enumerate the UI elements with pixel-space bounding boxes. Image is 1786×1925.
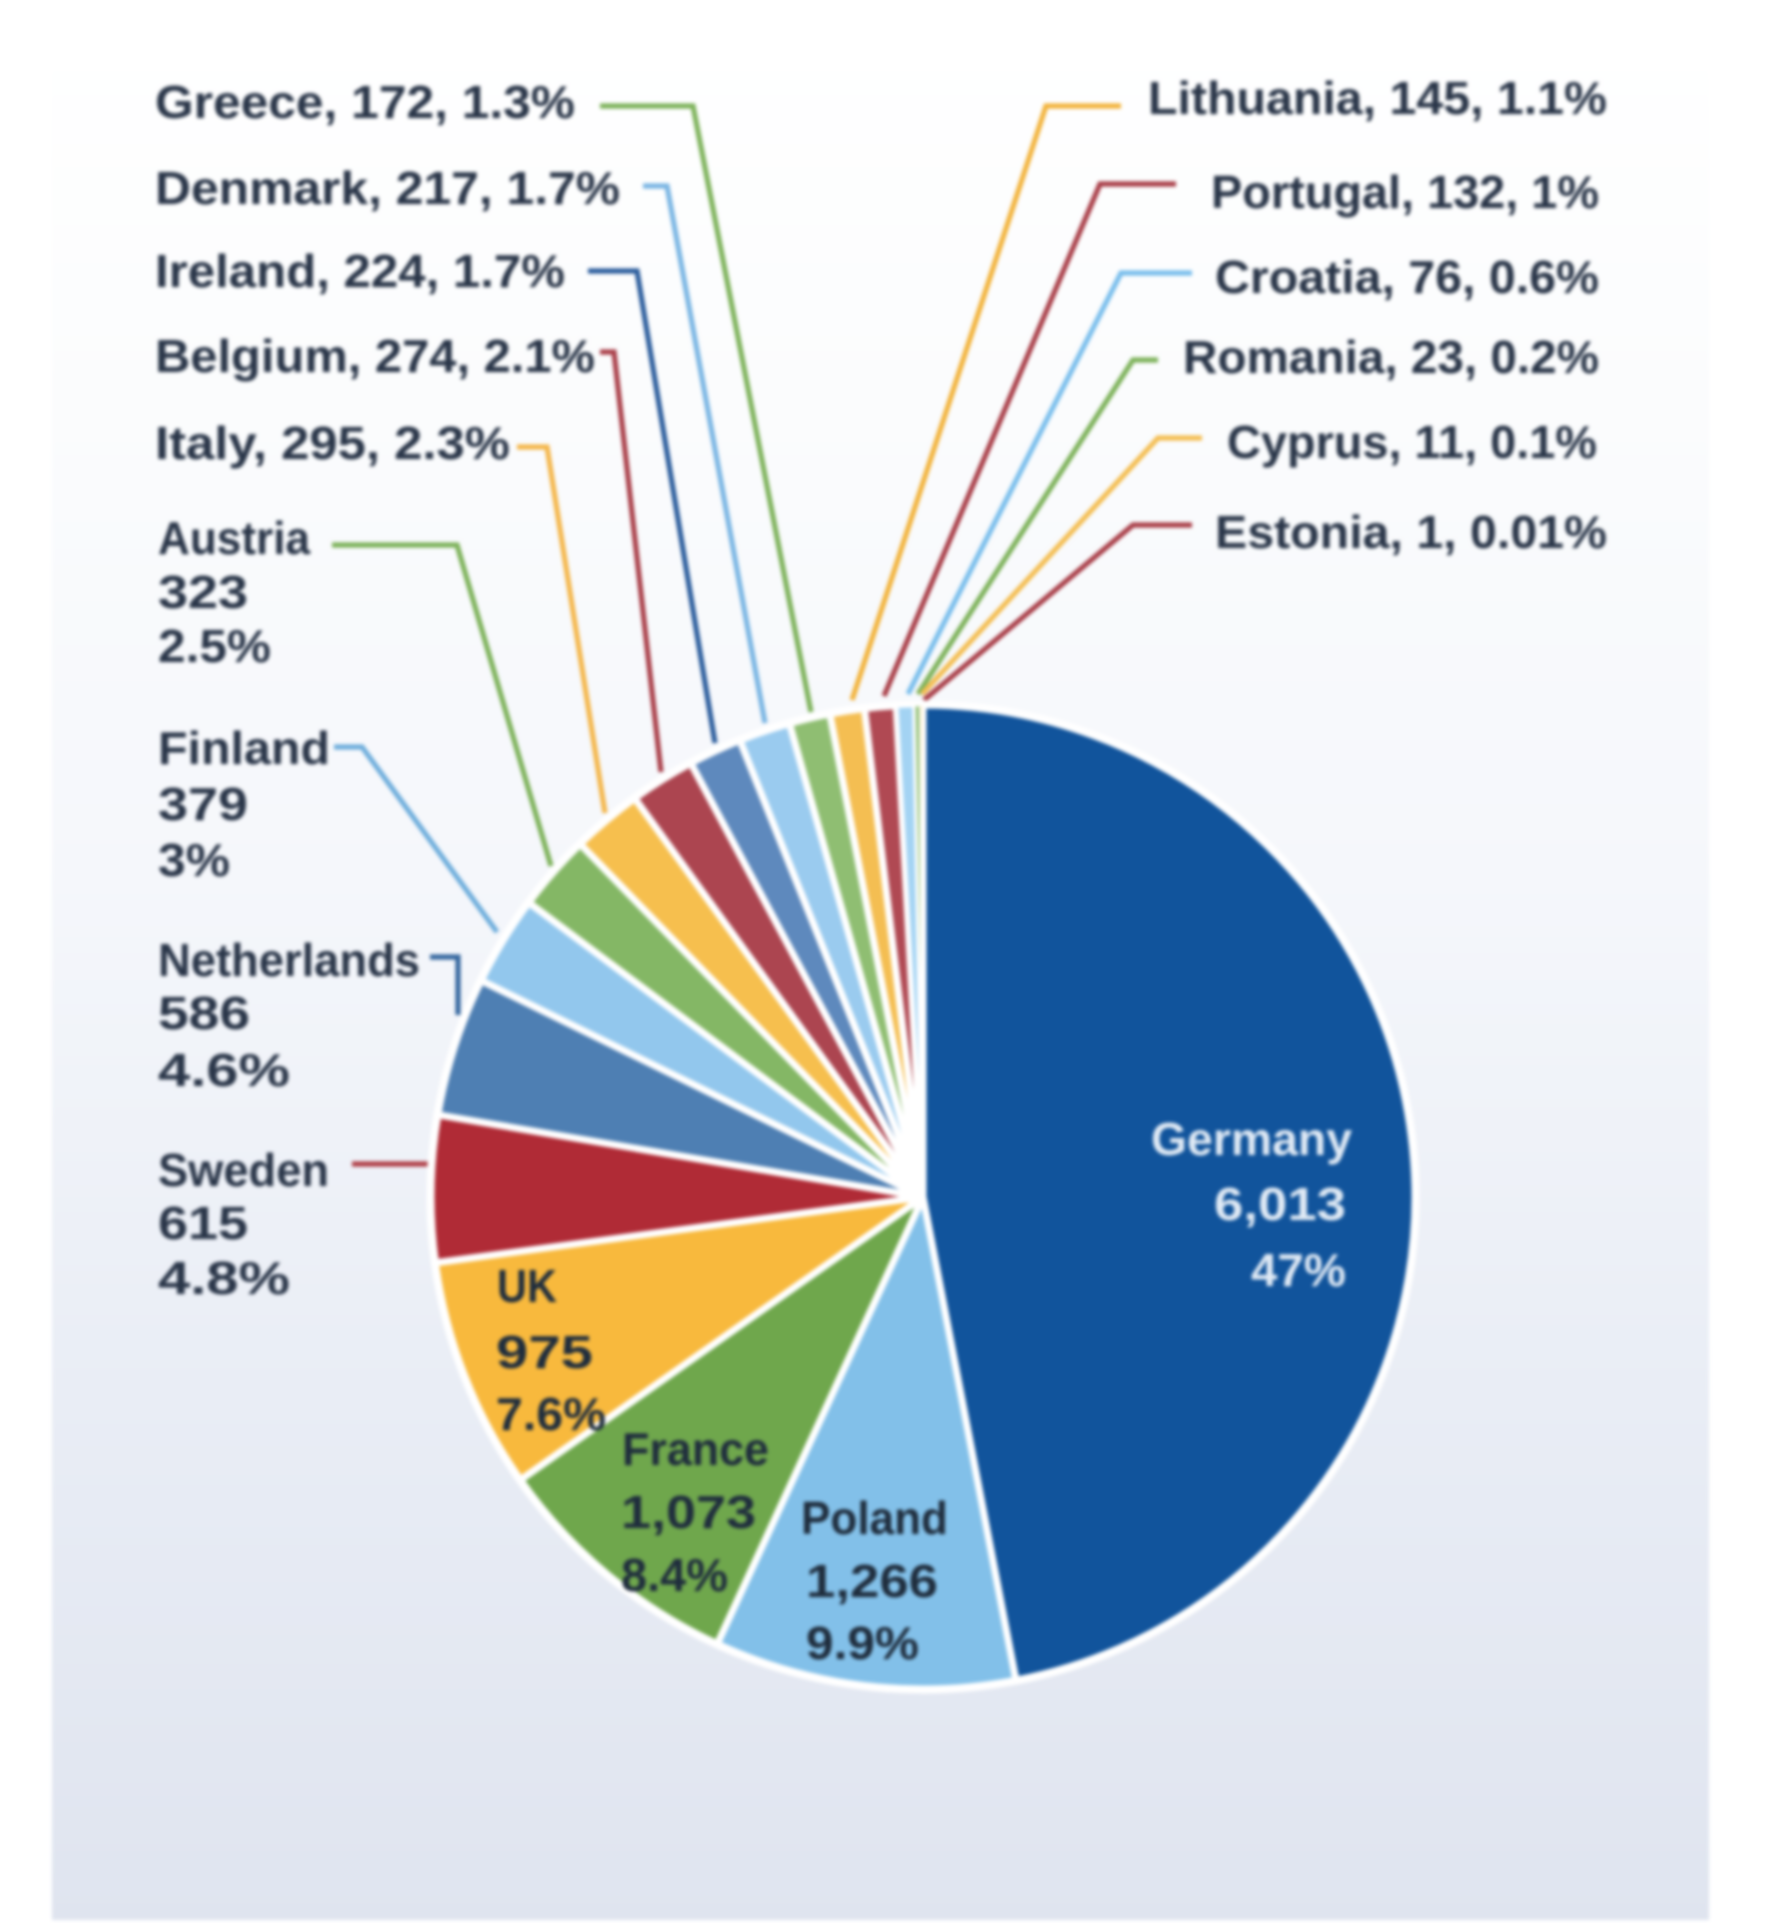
svg-text:4.6%: 4.6% — [158, 1044, 290, 1096]
svg-text:Italy, 295, 2.3%: Italy, 295, 2.3% — [155, 417, 510, 469]
svg-text:Romania, 23, 0.2%: Romania, 23, 0.2% — [1183, 331, 1599, 383]
svg-text:Greece, 172, 1.3%: Greece, 172, 1.3% — [155, 76, 575, 128]
svg-text:Croatia, 76, 0.6%: Croatia, 76, 0.6% — [1215, 251, 1599, 303]
svg-text:Cyprus, 11, 0.1%: Cyprus, 11, 0.1% — [1227, 416, 1597, 468]
svg-text:France: France — [622, 1423, 769, 1475]
svg-text:Finland: Finland — [158, 722, 330, 774]
svg-text:47%: 47% — [1251, 1244, 1346, 1296]
svg-text:Estonia, 1, 0.01%: Estonia, 1, 0.01% — [1215, 506, 1607, 558]
svg-text:Austria: Austria — [158, 512, 310, 564]
svg-text:615: 615 — [158, 1197, 248, 1249]
svg-text:Netherlands: Netherlands — [158, 934, 420, 986]
svg-text:Denmark, 217, 1.7%: Denmark, 217, 1.7% — [155, 162, 620, 214]
svg-text:4.8%: 4.8% — [158, 1252, 290, 1304]
svg-text:586: 586 — [158, 987, 250, 1039]
svg-text:1,073: 1,073 — [621, 1486, 756, 1538]
svg-text:975: 975 — [496, 1326, 593, 1378]
svg-text:Germany: Germany — [1151, 1113, 1352, 1165]
svg-text:Lithuania, 145, 1.1%: Lithuania, 145, 1.1% — [1148, 72, 1607, 124]
svg-text:Ireland, 224, 1.7%: Ireland, 224, 1.7% — [155, 245, 565, 297]
svg-text:6,013: 6,013 — [1214, 1178, 1346, 1230]
svg-text:UK: UK — [497, 1260, 557, 1312]
svg-text:Belgium, 274, 2.1%: Belgium, 274, 2.1% — [155, 330, 595, 382]
svg-text:379: 379 — [158, 778, 248, 830]
svg-text:Sweden: Sweden — [158, 1144, 329, 1196]
svg-text:2.5%: 2.5% — [158, 620, 271, 672]
svg-text:Poland: Poland — [801, 1492, 948, 1544]
svg-text:1,266: 1,266 — [806, 1555, 938, 1607]
svg-text:323: 323 — [158, 566, 248, 618]
svg-text:Portugal, 132, 1%: Portugal, 132, 1% — [1211, 166, 1599, 218]
svg-text:9.9%: 9.9% — [806, 1617, 919, 1669]
svg-text:8.4%: 8.4% — [621, 1549, 728, 1601]
svg-text:7.6%: 7.6% — [496, 1388, 606, 1440]
svg-text:3%: 3% — [158, 834, 230, 886]
